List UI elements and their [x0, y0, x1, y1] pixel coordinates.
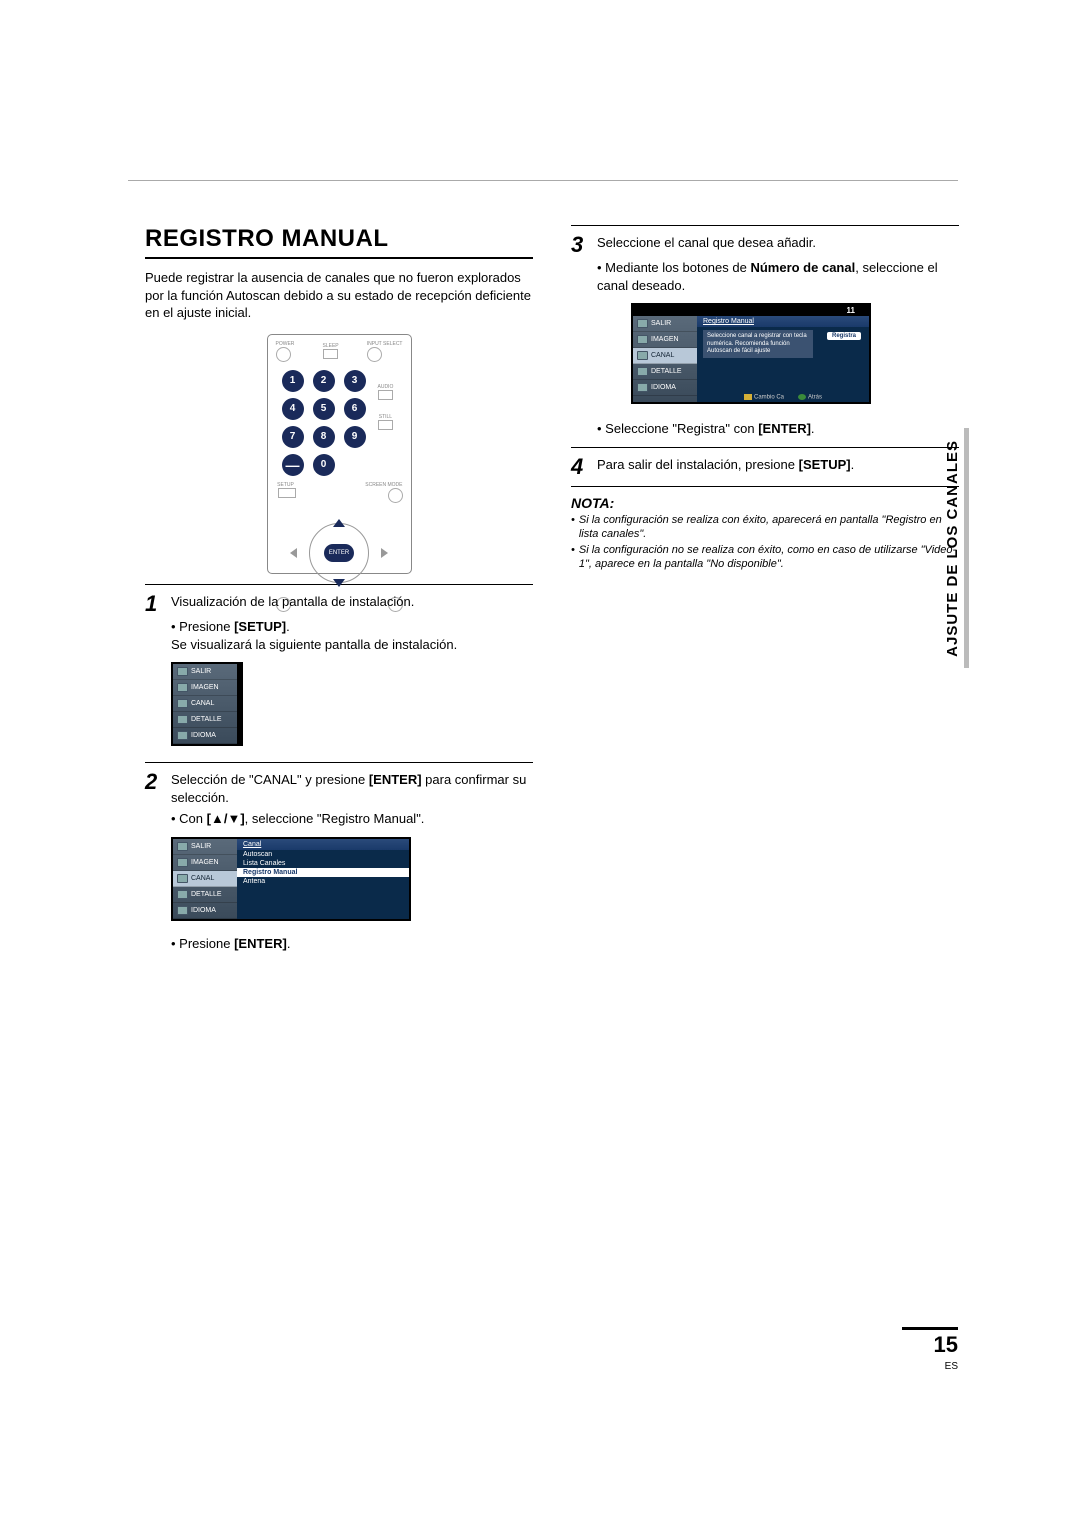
nota-list: Si la configuración se realiza con éxito…: [571, 513, 959, 572]
page-title: REGISTRO MANUAL: [145, 225, 533, 253]
menu-screenshot-1: SALIR IMAGEN CANAL DETALLE IDIOMA: [171, 662, 243, 746]
numpad-3: 3: [344, 370, 366, 392]
channel-number: 11: [841, 305, 861, 316]
screen-mode-icon: [388, 488, 403, 503]
numpad-8: 8: [313, 426, 335, 448]
audio-button-icon: [378, 390, 393, 400]
numpad-6: 6: [344, 398, 366, 420]
heading-rule: [145, 257, 533, 259]
section-tab: AJSUTE DE LOS CANALES: [943, 432, 962, 665]
number-pad: 1 2 3 4 5 6 7 8 9 — 0: [282, 370, 366, 476]
step-4: 4 Para salir del instalación, presione […: [571, 456, 959, 478]
numpad-4: 4: [282, 398, 304, 420]
sleep-button-icon: [323, 349, 338, 359]
language-icon: [177, 731, 188, 740]
input-select-icon: [367, 347, 382, 362]
page-number: 15: [902, 1327, 958, 1358]
yellow-key-icon: [744, 394, 752, 400]
dpad-down-icon: [333, 579, 345, 587]
dpad-up-icon: [333, 519, 345, 527]
numpad-1: 1: [282, 370, 304, 392]
page-language: ES: [945, 1361, 958, 1372]
numpad-9: 9: [344, 426, 366, 448]
still-button-icon: [378, 420, 393, 430]
left-column: REGISTRO MANUAL Puede registrar la ausen…: [145, 225, 533, 953]
menu-screenshot-3: 11 SALIR IMAGEN CANAL DETALLE IDIOMA Reg…: [631, 303, 871, 404]
right-column: 3 Seleccione el canal que desea añadir. …: [571, 225, 959, 953]
intro-text: Puede registrar la ausencia de canales q…: [145, 269, 533, 322]
setup-button-icon: [278, 488, 296, 498]
step-3: 3 Seleccione el canal que desea añadir.: [571, 234, 959, 256]
numpad-5: 5: [313, 398, 335, 420]
power-button-icon: [276, 347, 291, 362]
image-icon: [177, 683, 188, 692]
menu-screenshot-2: SALIR IMAGEN CANAL DETALLE IDIOMA Canal …: [171, 837, 411, 921]
nota-heading: NOTA:: [571, 495, 959, 511]
detail-icon: [177, 715, 188, 724]
numpad-7: 7: [282, 426, 304, 448]
numpad-2: 2: [313, 370, 335, 392]
register-button: Registra: [827, 332, 861, 340]
back-key-icon: [798, 394, 806, 400]
enter-button-icon: ENTER: [324, 544, 354, 562]
remote-control-diagram: POWER SLEEP INPUT SELECT 1 2 3 4 5 6 7 8…: [267, 334, 412, 574]
dpad-left-icon: [290, 548, 297, 558]
numpad-dash: —: [282, 454, 304, 476]
step-2: 2 Selección de "CANAL" y presione [ENTER…: [145, 771, 533, 807]
step-1: 1 Visualización de la pantalla de instal…: [145, 593, 533, 615]
dpad-right-icon: [381, 548, 388, 558]
exit-icon: [177, 667, 188, 676]
channel-icon: [177, 699, 188, 708]
dpad: ENTER: [294, 513, 384, 593]
numpad-0: 0: [313, 454, 335, 476]
side-tab-bar: [964, 428, 969, 668]
info-box: Seleccione canal a registrar con tecla n…: [703, 330, 813, 358]
